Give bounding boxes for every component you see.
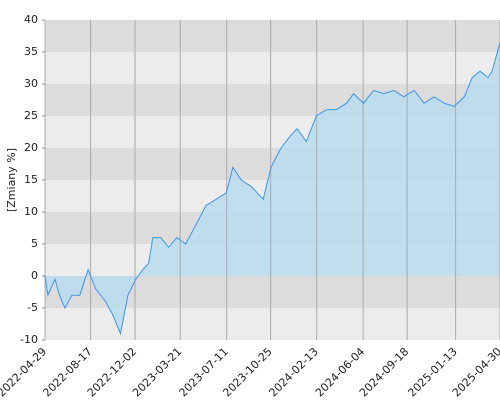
y-tick-label: 10 — [24, 205, 38, 218]
y-tick-label: 30 — [24, 77, 38, 90]
y-axis-label: [Zmiany %] — [5, 148, 18, 212]
y-tick-label: 35 — [24, 45, 38, 58]
y-tick-label: 0 — [31, 269, 38, 282]
y-tick-label: 15 — [24, 173, 38, 186]
y-tick-label: 5 — [31, 237, 38, 250]
y-tick-label: 25 — [24, 109, 38, 122]
y-tick-label: 40 — [24, 13, 38, 26]
area — [45, 42, 500, 334]
y-tick-label: 20 — [24, 141, 38, 154]
y-tick-label: -5 — [27, 301, 38, 314]
band — [45, 20, 500, 52]
y-tick-label: -10 — [20, 333, 38, 346]
band — [45, 52, 500, 84]
line — [44, 42, 500, 336]
